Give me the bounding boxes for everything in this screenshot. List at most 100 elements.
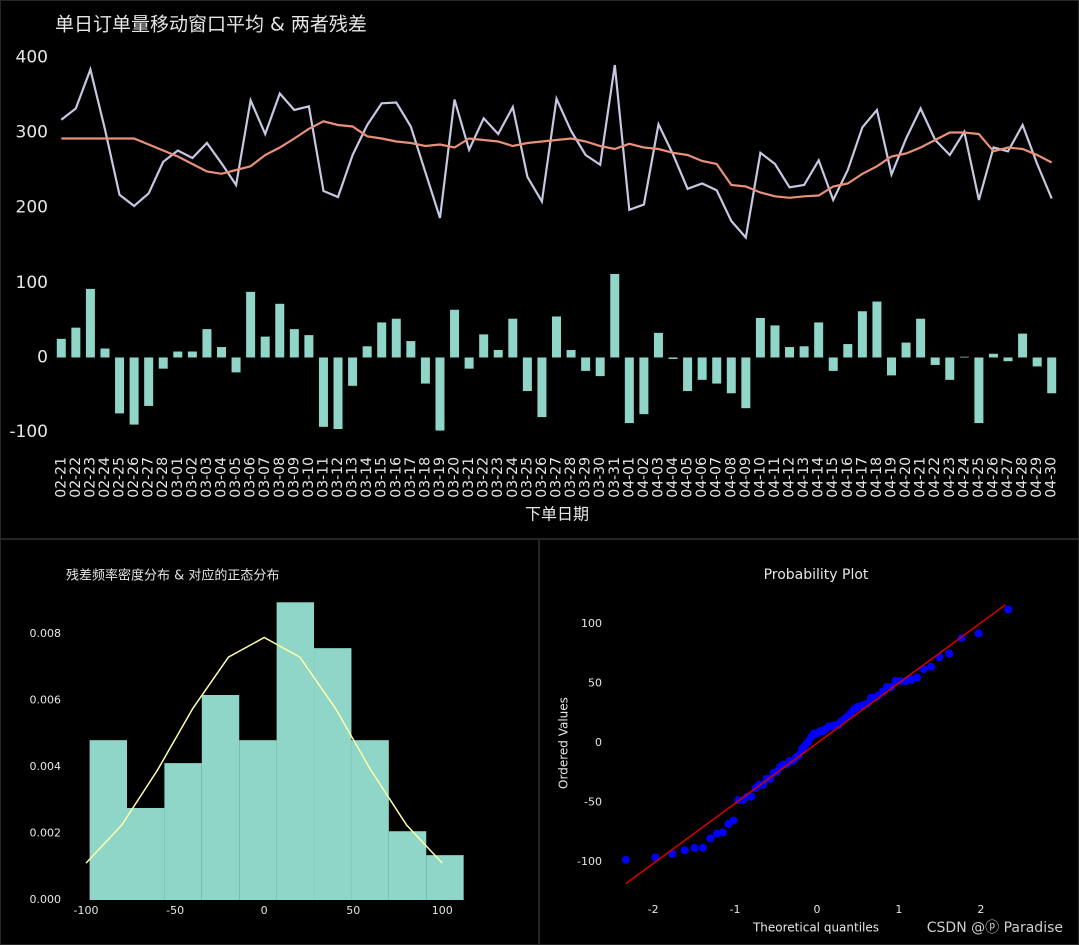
histogram-bar [314,648,352,900]
chart-title: 残差频率密度分布 & 对应的正态分布 [66,568,279,584]
bar [624,357,634,424]
bar [828,357,838,371]
x-tick-label: 03-06 [243,457,259,498]
x-axis-label: Theoretical quantiles [752,921,879,935]
x-tick-label: 03-10 [301,457,317,498]
x-axis-label: 下单日期 [525,505,589,524]
x-tick-label: 04-16 [840,457,856,498]
x-tick-label: 03-08 [272,457,288,498]
scatter-point [706,834,715,843]
x-tick-label: 1 [895,903,902,916]
bar [770,325,780,358]
x-tick-label: 2 [977,903,984,916]
bar [275,303,285,358]
bar [595,357,605,377]
bar [610,273,620,358]
bar [683,357,693,392]
x-tick-label: 04-21 [913,457,929,498]
y-axis-label: Ordered Values [557,697,571,789]
x-tick-label: 04-17 [854,457,870,498]
x-tick-label: -2 [648,903,659,916]
x-tick-label: 03-04 [214,457,230,498]
bar [639,357,649,415]
x-tick-label: -1 [730,903,741,916]
bar [144,357,154,406]
x-tick-label: 02-24 [97,457,113,498]
bar [450,309,460,358]
x-tick-label: 03-12 [330,457,346,498]
scatter-point [718,828,727,837]
x-tick-label: 04-20 [898,457,914,498]
x-tick-label: 02-28 [155,457,171,498]
y-tick-label: 0.008 [30,627,62,640]
bar [377,322,387,358]
bar [988,353,998,358]
x-tick-label: 04-07 [709,457,725,498]
x-tick-label: 04-09 [738,457,754,498]
bar [712,357,722,384]
bar [814,322,824,358]
y-tick-label: 0.002 [30,827,62,840]
bar [843,344,853,358]
bar [799,346,809,358]
x-tick-label: 04-15 [825,457,841,498]
bar [115,357,125,414]
bar [100,348,110,358]
x-tick-label: 03-19 [432,457,448,498]
chart-title: 单日订单量移动窗口平均 & 两者残差 [55,14,367,36]
y-tick-label: 50 [588,676,602,689]
y-tick-label: 0 [37,347,48,367]
bar [887,357,896,376]
bar [566,350,576,358]
x-tick-label: 03-09 [286,457,302,498]
histogram-bar [164,763,202,900]
x-tick-label: 02-22 [68,457,84,498]
bar [318,357,328,427]
bar [1047,357,1057,394]
bar [697,357,707,380]
x-tick-label: 04-23 [942,457,958,498]
y-tick-label: 400 [16,48,48,68]
x-tick-label: -50 [166,904,184,917]
y-tick-label: 0.006 [30,694,62,707]
x-tick-label: 03-26 [534,457,550,498]
x-tick-label: 03-14 [359,457,375,498]
x-tick-label: 04-30 [1044,457,1060,498]
bar [289,329,299,358]
bar [420,357,430,384]
scatter-point [690,843,699,852]
bar [56,338,66,358]
bar [479,334,489,358]
x-tick-label: 04-28 [1015,457,1031,498]
scatter-point [651,853,660,862]
x-tick-label: 03-31 [607,457,623,498]
bar [129,357,139,425]
scatter-point [913,673,922,682]
bar [435,357,445,431]
x-tick-label: 03-20 [447,457,463,498]
x-tick-label: 02-21 [53,457,69,498]
x-tick-label: 03-13 [345,457,361,498]
x-tick-label: 04-04 [665,457,681,498]
bar [202,329,212,358]
x-tick-label: 04-19 [884,457,900,498]
bar [508,318,518,358]
bar [71,327,81,358]
y-tick-label: 100 [16,273,48,293]
bar [464,357,474,369]
scatter-point [680,846,689,855]
x-tick-label: 03-27 [549,457,565,498]
x-tick-label: 04-05 [680,457,696,498]
x-tick-label: 03-05 [228,457,244,498]
x-tick-label: 03-22 [476,457,492,498]
y-tick-label: 100 [581,617,602,630]
x-tick-label: 03-24 [505,457,521,498]
chart-title: Probability Plot [764,567,869,583]
x-tick-label: 04-12 [782,457,798,498]
x-tick-label: 03-23 [490,457,506,498]
bar [217,347,226,358]
bar [348,357,358,386]
density-curve [85,636,443,864]
x-tick-label: 04-13 [796,457,812,498]
y-tick-label: 300 [16,123,48,143]
